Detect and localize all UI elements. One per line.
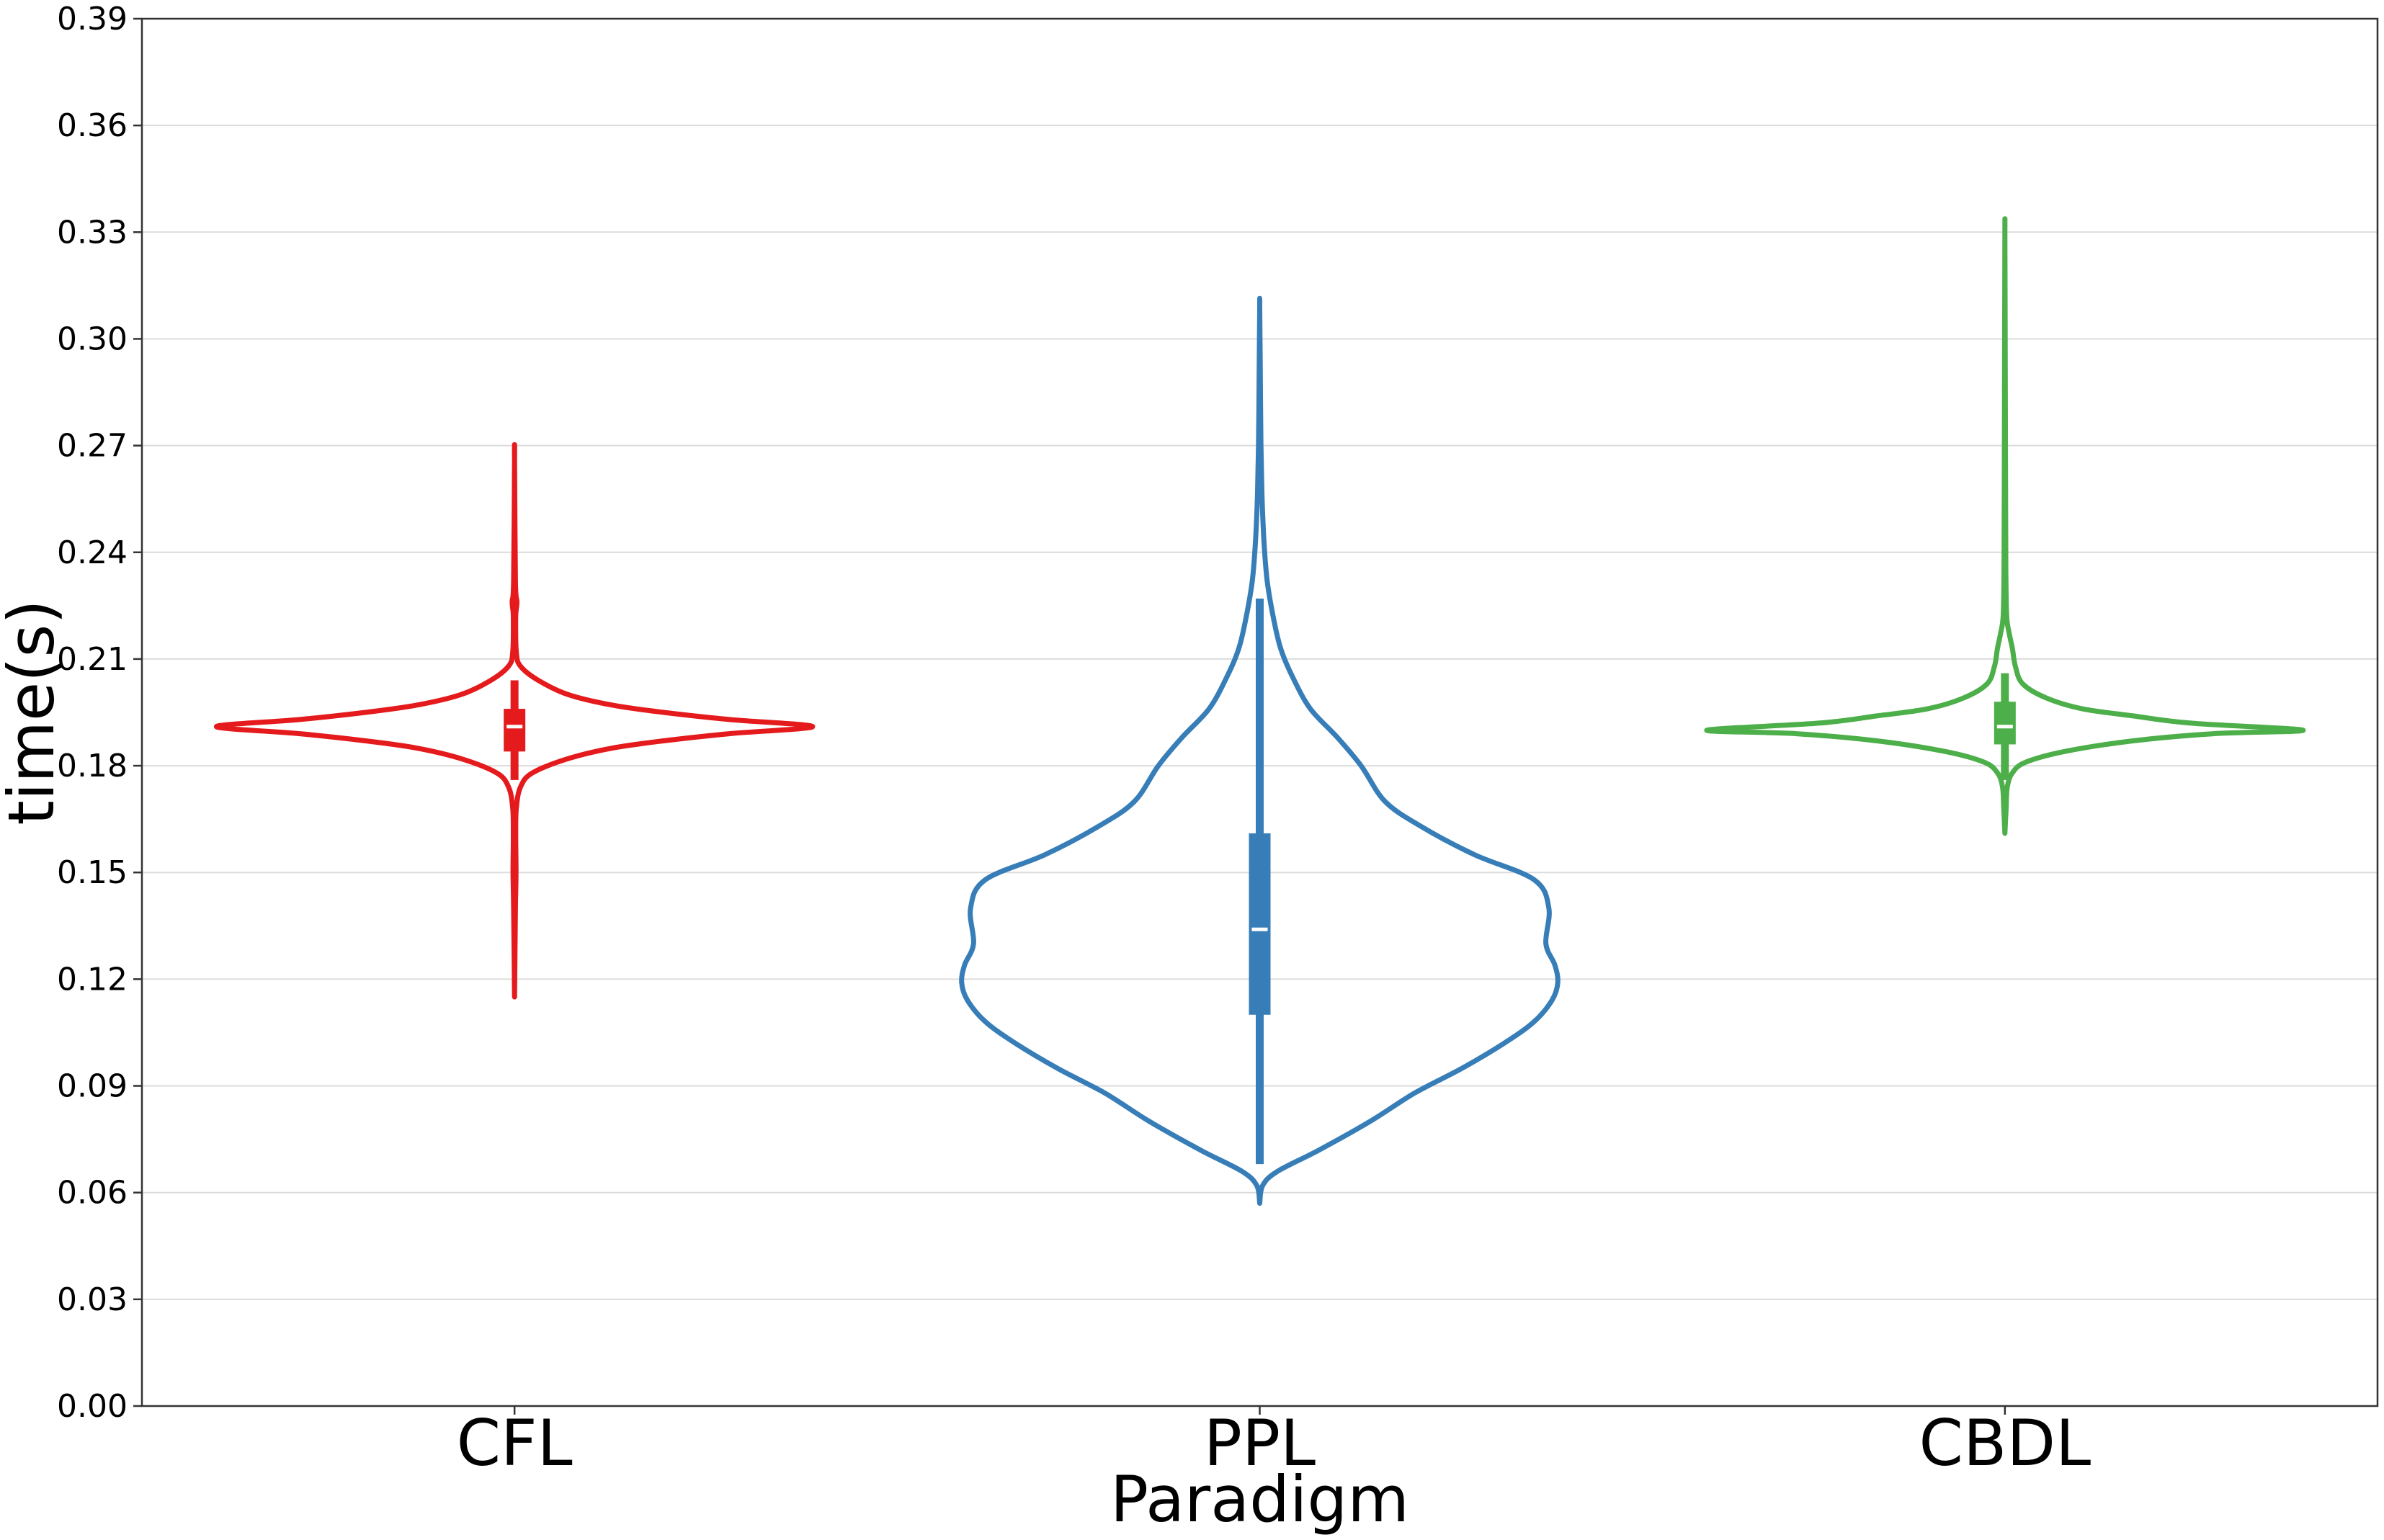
x-category-label: CBDL — [1919, 1406, 2091, 1480]
violins — [213, 216, 2306, 1206]
y-tick-label: 0.03 — [57, 1281, 128, 1318]
y-tick-label: 0.33 — [57, 214, 128, 251]
x-axis: CFL PPL CBDL — [457, 1406, 2091, 1480]
y-tick-label: 0.39 — [57, 1, 128, 37]
violin-cfl — [213, 442, 816, 1000]
x-axis-title: Paradigm — [1110, 1462, 1409, 1536]
y-tick-label: 0.24 — [57, 534, 128, 571]
violin-ppl — [959, 295, 1561, 1206]
y-tick-label: 0.30 — [57, 321, 128, 357]
y-tick-label: 0.36 — [57, 107, 128, 144]
y-tick-label: 0.21 — [57, 641, 128, 678]
y-tick-label: 0.15 — [57, 854, 128, 891]
y-axis-title: time(s) — [0, 599, 68, 825]
violin-cbdl — [1704, 216, 2306, 836]
violin-outline — [959, 295, 1561, 1206]
y-tick-label: 0.12 — [57, 961, 128, 998]
violin-outline — [213, 442, 816, 1000]
y-tick-label: 0.00 — [57, 1388, 128, 1425]
iqr-box — [1249, 833, 1271, 1015]
violin-outline — [1704, 216, 2306, 836]
x-category-label: CFL — [457, 1406, 573, 1480]
y-tick-label: 0.18 — [57, 748, 128, 784]
y-tick-label: 0.27 — [57, 428, 128, 465]
y-axis: 0.00 0.03 0.06 0.09 0.12 0.15 0.18 0.21 0.24 0.27… — [57, 1, 142, 1425]
iqr-box — [504, 709, 526, 752]
y-tick-label: 0.06 — [57, 1175, 128, 1212]
x-category-label: PPL — [1204, 1406, 1316, 1480]
iqr-box — [1994, 702, 2016, 745]
y-tick-label: 0.09 — [57, 1068, 128, 1105]
